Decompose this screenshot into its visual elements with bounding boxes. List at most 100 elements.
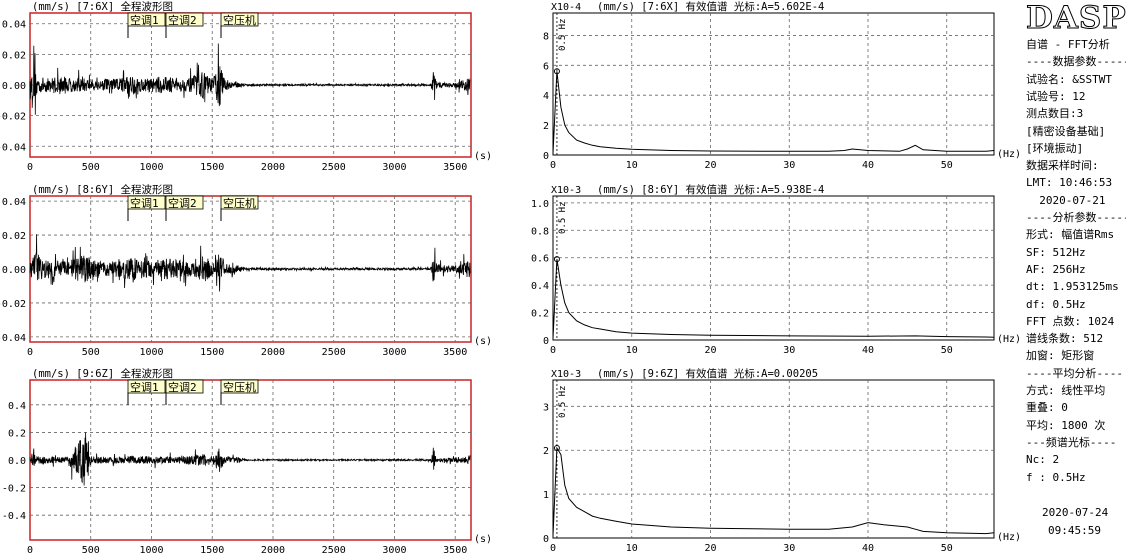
x-tick-label: 50 [941,160,953,171]
y-tick-label: 3 [543,402,549,413]
x-tick-label: 0 [27,347,33,358]
x-tick-label: 2500 [322,347,346,358]
marker-box [220,12,259,27]
sidebar-line: 平均: 1800 次 [1026,418,1106,432]
scale-label: X10-3 [551,369,581,380]
x-tick-label: 2500 [322,545,346,555]
x-tick-label: 2000 [261,545,285,555]
x-tick-label: 0 [550,160,556,171]
y-tick-label: 1 [543,490,549,501]
charts-area: 0 500 1000 1500 2000 2500 3000 35000.040.020.00… [0,0,1020,555]
x-tick-label: 0 [27,162,33,173]
cursor-label: 0.5 Hz [558,201,568,234]
chart-1: 0 500 1000 1500 2000 2500 3000 3500 0.04 0.02 0.00… [0,0,492,173]
y-tick-label: 0 [543,336,549,347]
dasp-logo: DASP [1026,0,1126,37]
sidebar-line: 加窗: 矩形窗 [1026,349,1095,363]
y-tick-label: 4 [543,91,549,102]
y-tick-label: 0 [543,534,549,545]
cursor-label: 0.5 Hz [558,18,568,51]
chart-5: 0 500 1000 1500 2000 2500 3000 3500 0.4 0.2 0.0 -0.… [2,367,492,555]
cursor-point [553,445,560,452]
x-tick-label: 50 [941,543,953,554]
marker-label: 空调2 [168,380,197,394]
marker-box [220,379,259,394]
sidebar-line: df: 0.5Hz [1026,297,1086,311]
y-tick-label: -0.2 [2,484,26,495]
x-tick-label: 50 [941,345,953,356]
marker-box [165,12,204,27]
x-tick-label: 20 [704,345,716,356]
y-tick-label: 2 [543,121,549,132]
x-tick-label: 20 [704,160,716,171]
marker-label: 空压机 [223,196,256,210]
marker-label: 空压机 [223,380,256,394]
chart-title: (mm/s) [8:6Y] 全程波形图 [32,183,173,196]
marker-box [127,195,166,210]
plot-frame [552,12,995,156]
y-tick-label: -0.02 [0,112,26,123]
x-tick-label: 3000 [382,347,406,358]
x-tick-label: 40 [862,345,874,356]
sidebar-line: 试验号: 12 [1026,89,1086,103]
y-tick-label: -0.4 [2,511,26,522]
marker-label: 空调2 [168,196,197,210]
plot-frame [552,379,995,539]
y-tick-label: 0 [543,151,549,162]
sidebar-line: 测点数目:3 [1026,107,1084,121]
footer-time: 09:45:59 [1048,524,1101,537]
waveform-trace [29,432,471,486]
x-tick-label: 0 [27,545,33,555]
marker-box [165,379,204,394]
x-tick-label: 1000 [139,347,163,358]
chart-2: 0 10 20 30 40 50 0 2 4 6 8 (Hz) X10-4 (mm/s) [7:6X] 有… [543,0,1020,171]
y-tick-label: 0.00 [2,81,26,92]
y-tick-label: 0.4 [8,401,26,412]
y-tick-label: 8 [543,31,549,42]
x-axis-label: (Hz) [997,149,1020,160]
sidebar-line: AF: 256Hz [1026,262,1086,276]
y-tick-label: 0.04 [2,20,26,31]
sidebar-line: 方式: 线性平均 [1026,384,1106,397]
y-tick-label: -0.02 [0,299,26,310]
x-tick-label: 0 [550,345,556,356]
x-tick-label: 500 [82,162,100,173]
x-tick-label: 500 [82,347,100,358]
y-tick-label: 0.00 [2,265,26,276]
x-tick-label: 30 [783,543,795,554]
x-tick-label: 20 [704,543,716,554]
y-tick-label: -0.04 [0,142,26,153]
spectrum-trace [552,71,995,154]
x-tick-label: 1500 [200,162,224,173]
marker-box [127,379,166,394]
x-tick-label: 3500 [443,545,467,555]
x-tick-label: 1500 [200,347,224,358]
sidebar-line: [环境振动] [1026,141,1084,155]
chart-6: 0 10 20 30 40 50 0 1 2 3 (Hz) X10-3 (mm/s) [9:6Z] 有效… [543,367,1020,554]
y-tick-label: -0.04 [0,333,26,344]
sidebar-line: 自谱 - FFT分析 [1026,38,1110,51]
x-axis-label: (Hz) [997,532,1020,543]
waveform-trace [29,234,471,292]
sidebar-line: 重叠: 0 [1026,401,1068,415]
y-tick-label: 0.6 [531,254,549,265]
chart-4: 0 10 20 30 40 50 0 0.2 0.4 0.6 0.8 1.0 (Hz) X10-3 (mm/… [531,183,1020,356]
marker-label: 空压机 [223,13,256,27]
x-tick-label: 3000 [382,162,406,173]
y-tick-label: 6 [543,61,549,72]
sidebar-line: 形式: 幅值谱Rms [1026,228,1115,242]
chart-title: (mm/s) [8:6Y] 有效值谱 光标:A=5.938E-4 [597,183,824,196]
x-tick-label: 1000 [139,162,163,173]
chart-title: (mm/s) [9:6Z] 全程波形图 [32,367,173,380]
x-tick-label: 3000 [382,545,406,555]
x-tick-label: 30 [783,345,795,356]
spectrum-trace [552,259,995,339]
x-tick-label: 30 [783,160,795,171]
sidebar-line: 谱线条数: 512 [1026,332,1104,346]
y-tick-label: 0.2 [531,309,549,320]
x-tick-label: 2000 [261,347,285,358]
chart-title: (mm/s) [7:6X] 有效值谱 光标:A=5.602E-4 [597,0,824,13]
sidebar-line: SF: 512Hz [1026,245,1086,259]
x-tick-label: 10 [626,160,638,171]
x-tick-label: 3500 [443,162,467,173]
